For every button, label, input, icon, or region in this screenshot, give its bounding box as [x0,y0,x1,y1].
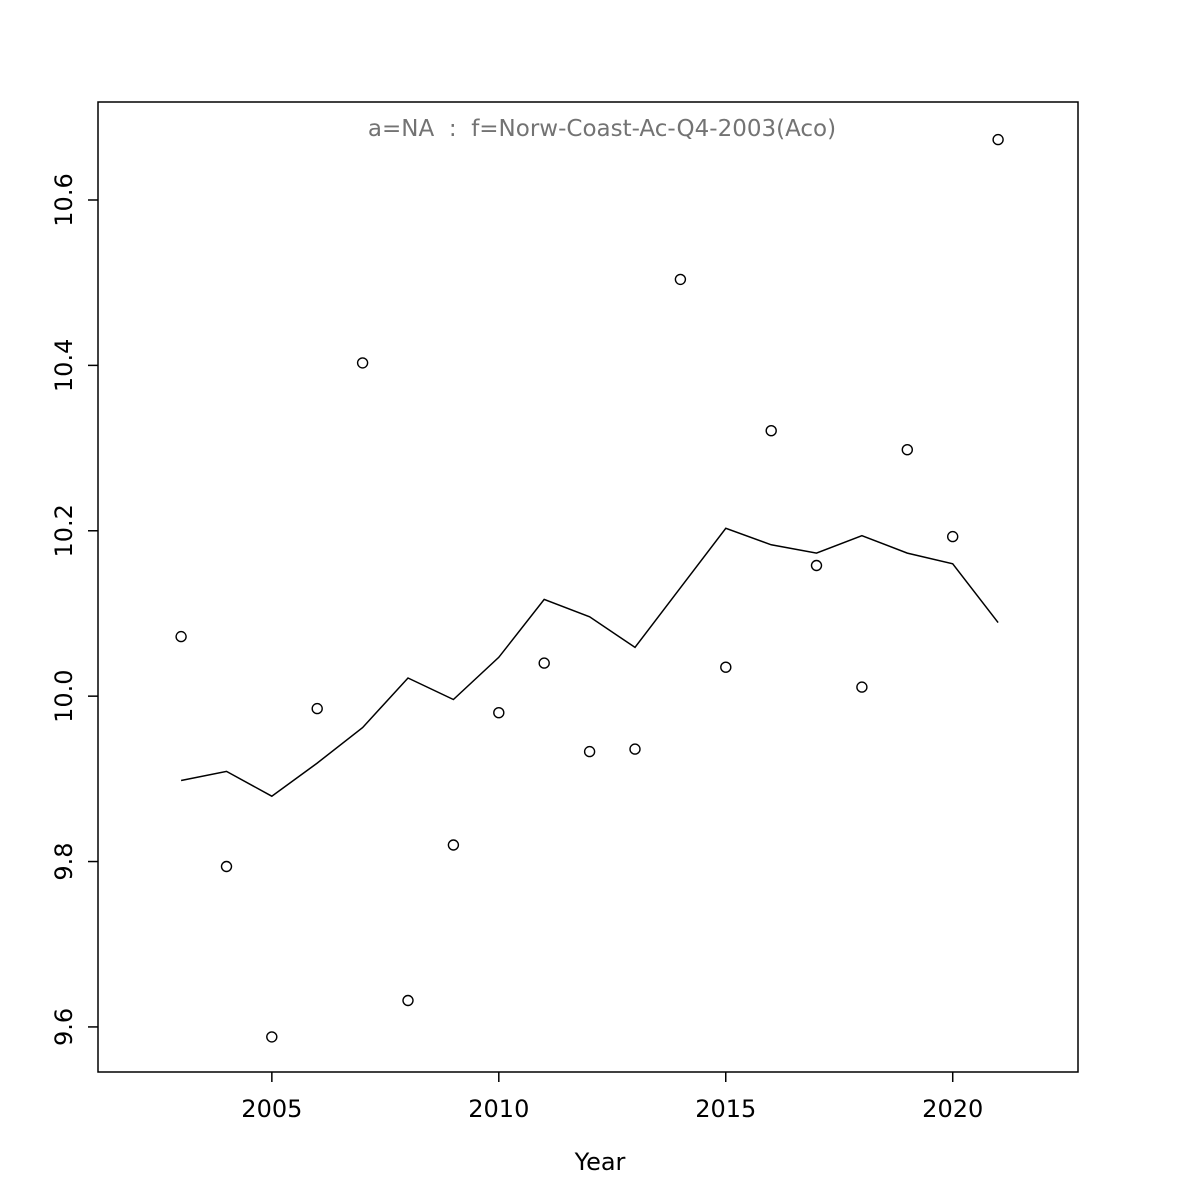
data-point [629,743,641,755]
data-points [175,133,1004,1043]
x-axis: 2005 2010 2015 2020 [241,1072,983,1123]
data-point [765,425,777,437]
y-tick-label: 9.8 [50,842,78,880]
data-point [720,661,732,673]
data-point [447,839,460,851]
fitted-line-path [180,527,999,798]
data-point [810,559,823,572]
y-axis: 9.6 9.8 10.0 10.2 10.4 10.6 [50,173,98,1046]
data-point [992,133,1004,146]
data-point [402,994,414,1007]
data-point [220,860,233,873]
y-tick-label: 10.2 [50,504,78,557]
data-point [538,657,550,669]
data-point [901,444,913,456]
fitted-line [180,527,999,798]
data-point [493,707,505,719]
data-point [856,681,868,693]
x-axis-title: Year [574,1148,626,1176]
x-tick-label: 2010 [468,1095,529,1123]
chart-title: a=NA : f=Norw-Coast-Ac-Q4-2003(Aco) [368,116,836,142]
plot-box [97,101,1079,1073]
x-tick-label: 2020 [922,1095,983,1123]
data-point [311,702,323,715]
y-tick-label: 10.6 [50,173,78,226]
data-point [356,357,369,369]
data-point [674,273,687,286]
x-tick-label: 2005 [241,1095,302,1123]
y-tick-label: 10.0 [50,669,78,722]
data-point [266,1031,278,1043]
data-point [947,530,959,543]
y-tick-label: 10.4 [50,339,78,392]
data-point [583,745,596,758]
x-tick-label: 2015 [695,1095,756,1123]
y-tick-label: 9.6 [50,1008,78,1046]
data-point [175,630,187,643]
